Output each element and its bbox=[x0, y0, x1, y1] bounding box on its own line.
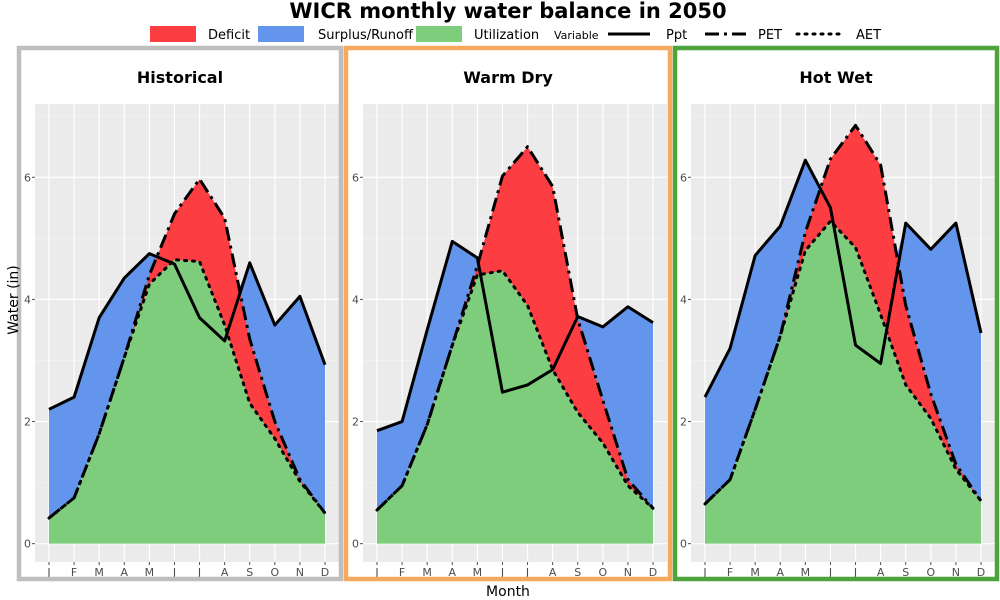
panel-title: Hot Wet bbox=[799, 68, 873, 87]
x-axis-label: Month bbox=[486, 584, 530, 600]
legend-swatch bbox=[416, 26, 462, 42]
ppt-line bbox=[703, 158, 983, 398]
x-tick-label: J bbox=[374, 566, 378, 579]
y-tick-label: 0 bbox=[24, 538, 31, 551]
deficit-area bbox=[705, 125, 981, 504]
legend-label: Surplus/Runoff bbox=[318, 28, 414, 43]
x-tick-label: F bbox=[399, 566, 405, 579]
legend-label: AET bbox=[856, 28, 881, 43]
x-tick-label: A bbox=[877, 566, 885, 579]
y-tick-label: 4 bbox=[680, 293, 687, 306]
panel-title: Historical bbox=[137, 68, 223, 87]
x-tick-label: N bbox=[296, 566, 304, 579]
x-tick-label: F bbox=[71, 566, 77, 579]
x-tick-label: S bbox=[574, 566, 581, 579]
x-tick-label: M bbox=[801, 566, 811, 579]
x-tick-label: J bbox=[500, 566, 504, 579]
strip-background bbox=[346, 48, 670, 104]
x-tick-label: D bbox=[321, 566, 329, 579]
y-tick-label: 6 bbox=[352, 171, 359, 184]
x-tick-label: M bbox=[750, 566, 760, 579]
pet-line bbox=[703, 123, 983, 506]
legend-swatch bbox=[258, 26, 304, 42]
x-tick-label: F bbox=[727, 566, 733, 579]
y-axis-label: Water (in) bbox=[6, 265, 22, 335]
x-tick-label: J bbox=[828, 566, 832, 579]
figure-title: WICR monthly water balance in 2050 bbox=[289, 0, 726, 23]
strip-background bbox=[19, 48, 341, 104]
x-tick-label: O bbox=[598, 566, 607, 579]
surplus-area bbox=[377, 241, 653, 511]
x-tick-label: J bbox=[172, 566, 176, 579]
pet-line bbox=[48, 177, 327, 520]
panels: Historical 0 2 4 6 J F M A M J J A S O N D Warm Dry 0 2 4 6 J F… bbox=[16, 45, 1000, 582]
y-tick-label: 6 bbox=[24, 171, 31, 184]
x-tick-label: A bbox=[549, 566, 557, 579]
x-tick-label: D bbox=[649, 566, 657, 579]
x-tick-label: A bbox=[121, 566, 129, 579]
y-tick-label: 2 bbox=[352, 416, 359, 429]
ppt-line bbox=[376, 239, 654, 433]
legend-label: Deficit bbox=[208, 28, 250, 43]
x-tick-label: A bbox=[449, 566, 457, 579]
surplus-area bbox=[49, 253, 325, 519]
panel-border bbox=[343, 45, 673, 582]
aet-line bbox=[703, 219, 983, 506]
x-tick-label: A bbox=[777, 566, 785, 579]
x-tick-label: N bbox=[952, 566, 960, 579]
y-tick-label: 4 bbox=[24, 293, 31, 306]
x-tick-label: S bbox=[902, 566, 909, 579]
strip-background bbox=[675, 48, 997, 104]
ppt-line bbox=[48, 252, 327, 411]
legend-label: PET bbox=[758, 28, 782, 43]
x-tick-label: J bbox=[853, 566, 857, 579]
utilization-area bbox=[49, 259, 325, 544]
x-tick-label: N bbox=[624, 566, 632, 579]
legend: Deficit Surplus/Runoff Utilization Variable… bbox=[150, 26, 881, 43]
x-tick-label: A bbox=[221, 566, 229, 579]
panel-border bbox=[672, 45, 1000, 582]
y-tick-label: 0 bbox=[352, 538, 359, 551]
x-tick-label: J bbox=[702, 566, 706, 579]
panel-border bbox=[16, 45, 344, 582]
pet-line bbox=[375, 145, 655, 512]
legend-label: Ppt bbox=[666, 28, 687, 43]
x-tick-label: M bbox=[94, 566, 104, 579]
utilization-area bbox=[705, 221, 981, 544]
x-tick-label: M bbox=[145, 566, 155, 579]
panel-warm-dry: Warm Dry 0 2 4 6 J F M A M J J A S O N D bbox=[343, 45, 673, 582]
y-tick-label: 6 bbox=[680, 171, 687, 184]
surplus-area bbox=[705, 160, 981, 504]
panel-title: Warm Dry bbox=[463, 68, 553, 87]
panel-historical: Historical 0 2 4 6 J F M A M J J A S O N D bbox=[16, 45, 344, 582]
x-tick-label: D bbox=[977, 566, 985, 579]
y-tick-label: 0 bbox=[680, 538, 687, 551]
legend-swatch bbox=[150, 26, 196, 42]
x-tick-label: M bbox=[422, 566, 432, 579]
legend-label: Utilization bbox=[474, 28, 539, 43]
x-tick-label: J bbox=[46, 566, 50, 579]
x-tick-label: S bbox=[246, 566, 253, 579]
x-tick-label: O bbox=[270, 566, 279, 579]
x-tick-label: M bbox=[473, 566, 483, 579]
y-tick-label: 2 bbox=[24, 416, 31, 429]
x-tick-label: J bbox=[197, 566, 201, 579]
y-tick-label: 2 bbox=[680, 416, 687, 429]
y-tick-label: 4 bbox=[352, 293, 359, 306]
deficit-area bbox=[49, 179, 325, 519]
utilization-area bbox=[377, 270, 653, 544]
panel-hot-wet: Hot Wet 0 2 4 6 J F M A M J J A S O N D bbox=[672, 45, 1000, 582]
x-tick-label: J bbox=[525, 566, 529, 579]
x-tick-label: O bbox=[926, 566, 935, 579]
legend-title: Variable bbox=[554, 29, 599, 42]
